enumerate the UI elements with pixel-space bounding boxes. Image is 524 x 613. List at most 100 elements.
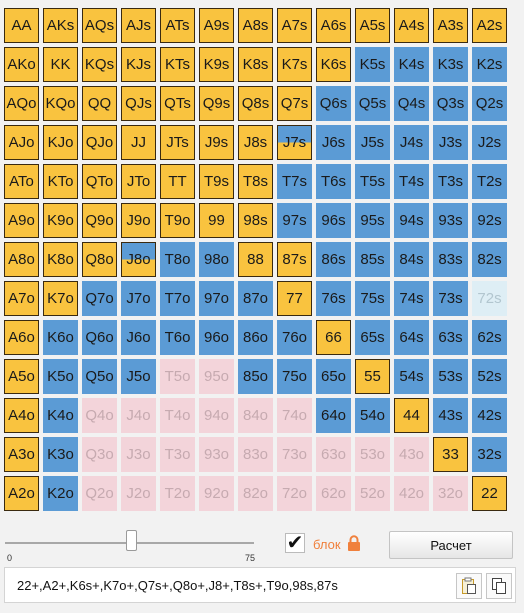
hand-cell[interactable]: T3o bbox=[160, 437, 195, 472]
hand-cell[interactable]: KTs bbox=[160, 47, 195, 82]
hand-cell[interactable]: Q8s bbox=[238, 86, 273, 121]
hand-cell[interactable]: 94o bbox=[199, 398, 234, 433]
hand-cell[interactable]: Q5o bbox=[82, 359, 117, 394]
hand-cell[interactable]: K2s bbox=[472, 47, 507, 82]
hand-cell[interactable]: A4o bbox=[4, 398, 39, 433]
hand-cell[interactable]: 64o bbox=[316, 398, 351, 433]
hand-cell[interactable]: J4o bbox=[121, 398, 156, 433]
hand-cell[interactable]: T8o bbox=[160, 242, 195, 277]
hand-cell[interactable]: A3s bbox=[433, 8, 468, 43]
hand-cell[interactable]: Q6o bbox=[82, 320, 117, 355]
hand-cell[interactable]: 62s bbox=[472, 320, 507, 355]
hand-cell[interactable]: 72o bbox=[277, 476, 312, 511]
hand-cell[interactable]: 32s bbox=[472, 437, 507, 472]
hand-cell[interactable]: T4s bbox=[394, 164, 429, 199]
hand-cell[interactable]: 74o bbox=[277, 398, 312, 433]
hand-cell[interactable]: K2o bbox=[43, 476, 78, 511]
hand-cell[interactable]: K9o bbox=[43, 203, 78, 238]
hand-cell[interactable]: Q7s bbox=[277, 86, 312, 121]
hand-cell[interactable]: K4o bbox=[43, 398, 78, 433]
hand-cell[interactable]: Q8o bbox=[82, 242, 117, 277]
hand-cell[interactable]: 73s bbox=[433, 281, 468, 316]
hand-cell[interactable]: 95o bbox=[199, 359, 234, 394]
hand-cell[interactable]: 98s bbox=[238, 203, 273, 238]
hand-cell[interactable]: T9s bbox=[199, 164, 234, 199]
hand-cell[interactable]: QJo bbox=[82, 125, 117, 160]
hand-cell[interactable]: K3s bbox=[433, 47, 468, 82]
hand-cell[interactable]: A8o bbox=[4, 242, 39, 277]
hand-cell[interactable]: KQs bbox=[82, 47, 117, 82]
hand-cell[interactable]: AJs bbox=[121, 8, 156, 43]
hand-cell[interactable]: A2o bbox=[4, 476, 39, 511]
hand-cell[interactable]: T7s bbox=[277, 164, 312, 199]
hand-cell[interactable]: 93o bbox=[199, 437, 234, 472]
hand-cell[interactable]: 86s bbox=[316, 242, 351, 277]
hand-cell[interactable]: 83o bbox=[238, 437, 273, 472]
hand-cell[interactable]: 75s bbox=[355, 281, 390, 316]
hand-cell[interactable]: AQs bbox=[82, 8, 117, 43]
hand-cell[interactable]: Q2s bbox=[472, 86, 507, 121]
hand-cell[interactable]: 93s bbox=[433, 203, 468, 238]
hand-cell[interactable]: AA bbox=[4, 8, 39, 43]
hand-cell[interactable]: 63s bbox=[433, 320, 468, 355]
hand-cell[interactable]: Q7o bbox=[82, 281, 117, 316]
hand-cell[interactable]: 85s bbox=[355, 242, 390, 277]
hand-cell[interactable]: 44 bbox=[394, 398, 429, 433]
hand-cell[interactable]: J2o bbox=[121, 476, 156, 511]
hand-cell[interactable]: 54s bbox=[394, 359, 429, 394]
hand-cell[interactable]: 43s bbox=[433, 398, 468, 433]
hand-cell[interactable]: 98o bbox=[199, 242, 234, 277]
hand-cell[interactable]: T3s bbox=[433, 164, 468, 199]
hand-cell[interactable]: K5o bbox=[43, 359, 78, 394]
hand-cell[interactable]: 65o bbox=[316, 359, 351, 394]
hand-cell[interactable]: T2o bbox=[160, 476, 195, 511]
hand-cell[interactable]: 73o bbox=[277, 437, 312, 472]
hand-cell[interactable]: 87o bbox=[238, 281, 273, 316]
paste-button[interactable] bbox=[456, 573, 482, 599]
hand-cell[interactable]: 84o bbox=[238, 398, 273, 433]
hand-cell[interactable]: A6s bbox=[316, 8, 351, 43]
hand-cell[interactable]: A8s bbox=[238, 8, 273, 43]
hand-cell[interactable]: 63o bbox=[316, 437, 351, 472]
hand-cell[interactable]: J5o bbox=[121, 359, 156, 394]
hand-cell[interactable]: A5o bbox=[4, 359, 39, 394]
hand-cell[interactable]: A4s bbox=[394, 8, 429, 43]
hand-cell[interactable]: 96o bbox=[199, 320, 234, 355]
range-text[interactable]: 22+,A2+,K6s+,K7o+,Q7s+,Q8o+,J8+,T8s+,T9o… bbox=[17, 578, 338, 593]
hand-cell[interactable]: QTs bbox=[160, 86, 195, 121]
hand-cell[interactable]: 52s bbox=[472, 359, 507, 394]
hand-cell[interactable]: J2s bbox=[472, 125, 507, 160]
hand-cell[interactable]: QJs bbox=[121, 86, 156, 121]
hand-cell[interactable]: A6o bbox=[4, 320, 39, 355]
hand-cell[interactable]: KJs bbox=[121, 47, 156, 82]
range-text-field[interactable]: 22+,A2+,K6s+,K7o+,Q7s+,Q8o+,J8+,T8s+,T9o… bbox=[4, 567, 516, 603]
hand-cell[interactable]: JJ bbox=[121, 125, 156, 160]
hand-cell[interactable]: 82o bbox=[238, 476, 273, 511]
hand-cell[interactable]: 43o bbox=[394, 437, 429, 472]
hand-cell[interactable]: J7o bbox=[121, 281, 156, 316]
hand-cell[interactable]: 84s bbox=[394, 242, 429, 277]
hand-cell[interactable]: Q2o bbox=[82, 476, 117, 511]
hand-cell[interactable]: Q9s bbox=[199, 86, 234, 121]
hand-cell[interactable]: 87s bbox=[277, 242, 312, 277]
hand-cell[interactable]: T7o bbox=[160, 281, 195, 316]
hand-cell[interactable]: Q4o bbox=[82, 398, 117, 433]
hand-cell[interactable]: 97o bbox=[199, 281, 234, 316]
hand-cell[interactable]: AKs bbox=[43, 8, 78, 43]
hand-cell[interactable]: 94s bbox=[394, 203, 429, 238]
hand-cell[interactable]: 96s bbox=[316, 203, 351, 238]
hand-cell[interactable]: J8s bbox=[238, 125, 273, 160]
hand-cell[interactable]: AJo bbox=[4, 125, 39, 160]
hand-cell[interactable]: TT bbox=[160, 164, 195, 199]
hand-cell[interactable]: T5o bbox=[160, 359, 195, 394]
hand-cell[interactable]: K7s bbox=[277, 47, 312, 82]
hand-cell[interactable]: K5s bbox=[355, 47, 390, 82]
hand-cell[interactable]: ATo bbox=[4, 164, 39, 199]
hand-cell[interactable]: 76s bbox=[316, 281, 351, 316]
hand-cell[interactable]: T4o bbox=[160, 398, 195, 433]
hand-cell[interactable]: 65s bbox=[355, 320, 390, 355]
hand-cell[interactable]: K8s bbox=[238, 47, 273, 82]
copy-button[interactable] bbox=[486, 573, 512, 599]
hand-cell[interactable]: K8o bbox=[43, 242, 78, 277]
hand-cell[interactable]: 77 bbox=[277, 281, 312, 316]
